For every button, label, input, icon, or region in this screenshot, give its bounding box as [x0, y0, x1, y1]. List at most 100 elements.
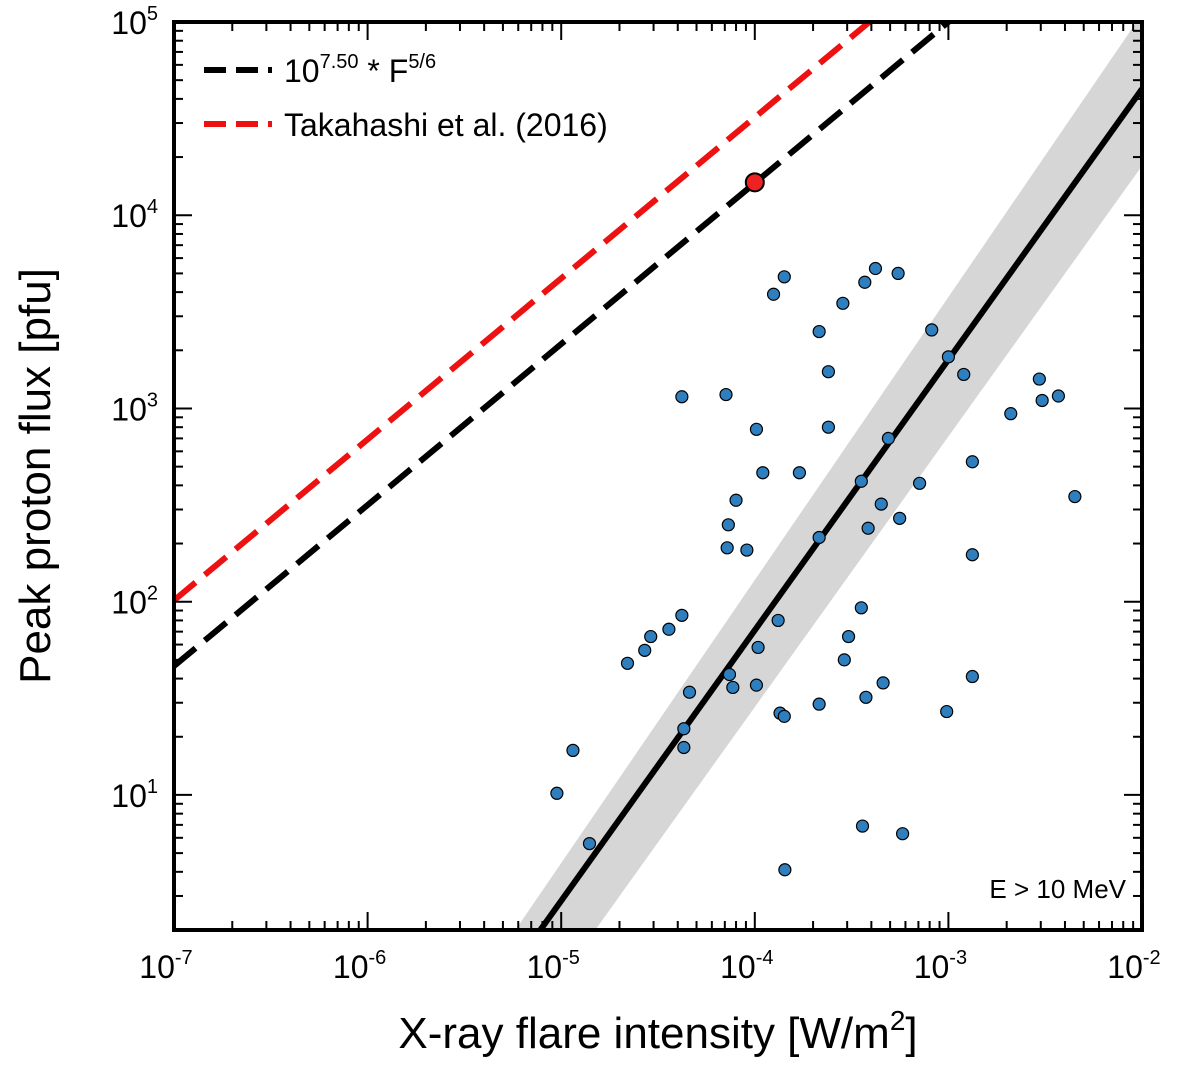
data-point-51	[913, 476, 927, 490]
y-tick-label-base: 10	[111, 5, 147, 41]
data-point-53	[940, 704, 954, 719]
data-point-48	[891, 266, 905, 281]
data-point-21	[749, 678, 764, 692]
y-tick-label-4: 105	[111, 3, 158, 41]
energy-annotation: E > 10 MeV	[989, 874, 1126, 904]
x-tick-label-exp: -5	[562, 947, 580, 969]
data-point-10	[682, 685, 697, 699]
data-point-0	[550, 786, 564, 800]
data-point-55	[957, 367, 971, 382]
x-axis-title-end: ]	[905, 1009, 917, 1058]
data-point-1	[566, 743, 580, 758]
data-point-6	[662, 622, 676, 636]
x-tick-label-4: 10-3	[914, 947, 967, 985]
x-tick-label-exp: -2	[1143, 947, 1161, 969]
data-point-23	[766, 287, 781, 301]
data-point-32	[812, 697, 826, 711]
x-axis-title: X-ray flare intensity [W/m2]	[398, 1005, 917, 1058]
data-point-28	[778, 863, 792, 877]
data-point-54	[941, 350, 956, 364]
data-point-36	[837, 653, 851, 667]
y-tick-label-base: 10	[111, 391, 147, 427]
y-tick-label-exp: 5	[147, 3, 158, 25]
data-point-61	[1035, 393, 1049, 408]
x-tick-label-base: 10	[1107, 949, 1143, 985]
data-point-56	[965, 455, 979, 469]
x-tick-label-exp: -6	[368, 947, 386, 969]
data-point-30	[812, 324, 826, 339]
x-tick-label-2: 10-5	[527, 947, 580, 985]
y-tick-label-exp: 4	[147, 196, 158, 218]
data-point-12	[719, 387, 733, 402]
data-point-17	[729, 493, 743, 507]
x-tick-label-exp: -3	[949, 947, 967, 969]
x-tick-label-1: 10-6	[333, 947, 386, 985]
data-point-3	[620, 656, 635, 670]
legend-label-scaling-law-exp2: 5/6	[408, 51, 436, 73]
y-axis-title: Peak proton flux [pfu]	[11, 268, 60, 684]
x-tick-label-base: 10	[914, 949, 950, 985]
data-point-37	[841, 629, 856, 644]
data-point-7	[675, 608, 689, 622]
x-tick-label-exp: -4	[756, 947, 774, 969]
x-tick-label-3: 10-4	[720, 947, 773, 985]
y-tick-label-exp: 3	[147, 389, 158, 411]
data-point-39	[854, 601, 868, 615]
data-point-8	[677, 722, 691, 736]
x-axis-title-main: X-ray flare intensity [W/m	[398, 1009, 889, 1058]
legend-label-takahashi: Takahashi et al. (2016)	[284, 107, 608, 143]
data-point-20	[751, 640, 765, 655]
data-point-27	[777, 709, 791, 723]
data-point-25	[771, 613, 785, 628]
data-point-52	[925, 323, 939, 337]
axes	[172, 20, 1144, 932]
y-tick-label-exp: 2	[147, 583, 158, 605]
line-takahashi-2016	[174, 22, 875, 603]
x-tick-label-5: 10-2	[1107, 947, 1160, 985]
data-point-49	[893, 511, 907, 525]
legend-label-scaling-law-rest: * F	[359, 53, 409, 89]
data-point-18	[740, 543, 754, 557]
y-tick-label-0: 101	[111, 776, 158, 814]
x-tick-label-base: 10	[139, 949, 175, 985]
x-tick-label-exp: -7	[175, 947, 193, 969]
y-tick-label-base: 10	[111, 585, 147, 621]
line-fit	[537, 87, 1142, 930]
data-point-24	[777, 270, 791, 284]
legend-label-scaling-law: 107.50 * F5/6	[284, 51, 436, 89]
x-tick-label-base: 10	[527, 949, 563, 985]
legend-label-scaling-law-base: 10	[284, 53, 320, 89]
data-point-14	[720, 541, 734, 555]
data-point-31	[812, 530, 826, 545]
data-point-46	[876, 676, 890, 690]
highlight-point	[744, 172, 765, 193]
legend: 107.50 * F5/6 Takahashi et al. (2016)	[204, 51, 608, 143]
data-point-59	[1004, 407, 1018, 421]
data-point-44	[868, 261, 883, 276]
y-tick-label-base: 10	[111, 198, 147, 234]
data-point-29	[792, 466, 807, 480]
x-tick-label-base: 10	[333, 949, 369, 985]
data-point-2	[582, 836, 597, 851]
data-point-60	[1032, 372, 1046, 386]
legend-label-scaling-law-exp: 7.50	[320, 51, 359, 73]
line-scaling-law	[174, 22, 954, 669]
data-point-15	[722, 667, 737, 682]
data-point-38	[854, 474, 868, 488]
data-point-34	[821, 420, 836, 434]
data-point-58	[965, 669, 979, 684]
data-point-11	[675, 390, 689, 404]
x-axis-title-sup: 2	[890, 1005, 906, 1036]
data-point-47	[881, 431, 896, 445]
data-point-9	[677, 740, 691, 755]
data-point-45	[874, 497, 888, 511]
data-point-13	[721, 518, 735, 532]
data-point-4	[638, 643, 652, 657]
data-point-22	[756, 466, 770, 480]
data-point-63	[1068, 489, 1082, 504]
x-tick-label-base: 10	[720, 949, 756, 985]
plot-area	[174, 22, 1142, 930]
data-point-42	[859, 690, 873, 704]
data-point-33	[821, 365, 836, 379]
